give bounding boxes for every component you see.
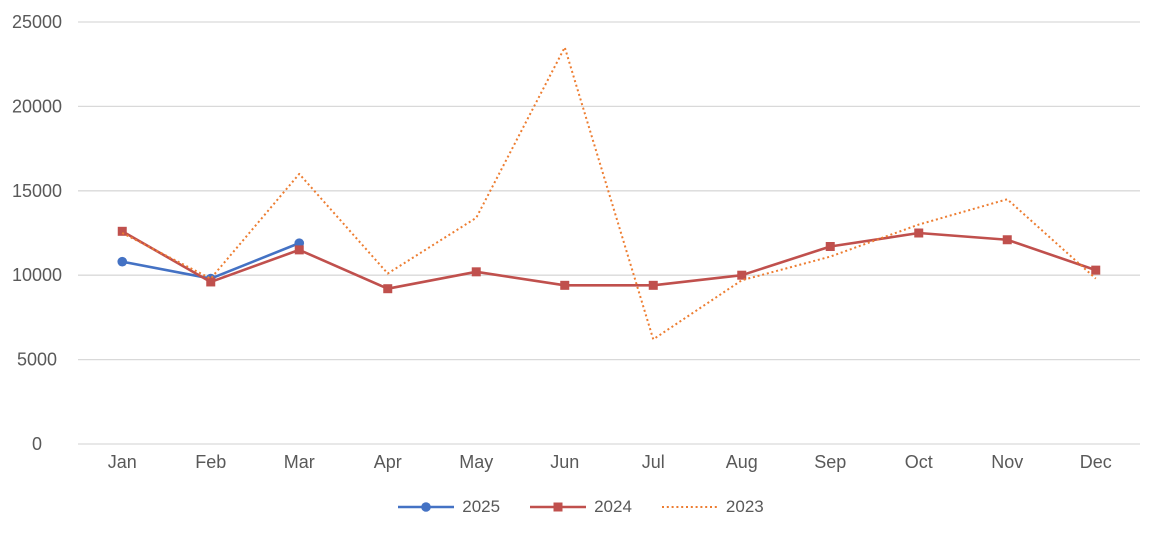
- chart-legend: 2025 2024 2023: [0, 497, 1162, 517]
- data-point-2024: [560, 280, 570, 290]
- x-axis-category-label: Jul: [642, 452, 665, 472]
- x-axis-category-label: Oct: [905, 452, 933, 472]
- legend-sample-line-circle: [398, 502, 455, 512]
- legend-sample-dotted-line: [661, 506, 718, 508]
- x-axis-category-label: Mar: [284, 452, 315, 472]
- legend-sample-line-square: [530, 502, 587, 512]
- data-point-2024: [471, 267, 481, 277]
- legend-label-2025: 2025: [462, 497, 501, 516]
- data-point-2024: [117, 226, 127, 236]
- y-axis-tick-label: 20000: [12, 96, 62, 116]
- data-point-2024: [1002, 235, 1012, 245]
- data-point-2024: [294, 245, 304, 255]
- legend-item-2025: 2025: [398, 497, 500, 517]
- legend-label-2024: 2024: [594, 497, 632, 516]
- y-axis-tick-label: 25000: [12, 12, 62, 32]
- legend-marker-2024: [553, 502, 563, 512]
- x-axis-category-label: Sep: [814, 452, 846, 472]
- y-axis-tick-label: 0: [32, 434, 42, 454]
- legend-marker-2025: [421, 502, 432, 512]
- data-point-2024: [737, 270, 747, 280]
- series-line-2023: [121, 46, 1097, 341]
- data-point-2024: [914, 228, 924, 238]
- legend-item-2024: 2024: [530, 497, 632, 517]
- data-point-2024: [206, 277, 216, 287]
- x-axis-category-label: Aug: [726, 452, 758, 472]
- x-axis-category-label: Jun: [550, 452, 579, 472]
- x-axis-category-label: Nov: [991, 452, 1023, 472]
- data-point-2024: [1091, 265, 1101, 275]
- data-point-2024: [648, 280, 658, 290]
- series-line-2024: [121, 230, 1097, 291]
- x-axis-category-label: Dec: [1080, 452, 1112, 472]
- x-axis-category-label: Apr: [374, 452, 402, 472]
- data-point-2024: [383, 284, 393, 294]
- data-point-2024: [825, 242, 835, 252]
- data-point-2025: [117, 256, 128, 267]
- y-axis-tick-label: 10000: [12, 265, 62, 285]
- legend-label-2023: 2023: [725, 497, 764, 516]
- y-axis-tick-label: 5000: [17, 350, 57, 370]
- legend-item-2023: 2023: [661, 497, 764, 517]
- x-axis-category-label: Feb: [195, 452, 226, 472]
- y-axis-tick-label: 15000: [12, 181, 62, 201]
- x-axis-category-label: May: [459, 452, 493, 472]
- x-axis-category-label: Jan: [108, 452, 137, 472]
